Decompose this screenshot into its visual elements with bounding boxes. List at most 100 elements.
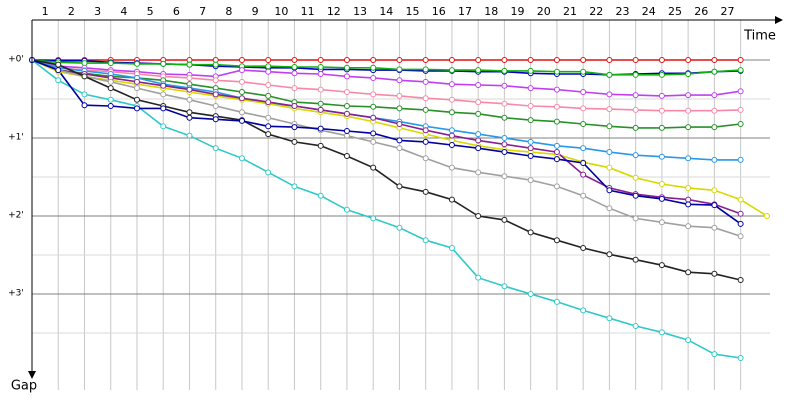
data-point [212, 77, 219, 84]
data-point [133, 85, 140, 92]
data-point [160, 60, 167, 67]
data-point [606, 123, 613, 130]
data-point [606, 251, 613, 258]
data-point [711, 270, 718, 277]
data-point [81, 91, 88, 98]
data-point [81, 102, 88, 109]
data-point [737, 67, 744, 74]
data-point [501, 216, 508, 223]
data-point [265, 63, 272, 70]
x-tick-label: 16 [432, 5, 446, 18]
series-line [31, 59, 741, 97]
data-point [186, 61, 193, 68]
data-point [553, 68, 560, 75]
data-point [370, 138, 377, 145]
data-point [658, 153, 665, 160]
data-point [737, 233, 744, 240]
y-tick-label: +3' [8, 289, 24, 299]
data-point [658, 92, 665, 99]
data-point [737, 57, 744, 63]
data-point [160, 105, 167, 112]
series-line [31, 59, 741, 76]
data-point [475, 169, 482, 176]
data-point [396, 224, 403, 231]
data-point [370, 74, 377, 81]
data-point [632, 323, 639, 330]
series-line [31, 59, 741, 238]
data-point [317, 57, 324, 63]
data-point [475, 131, 482, 138]
data-point [580, 88, 587, 95]
data-point [370, 91, 377, 98]
data-point [632, 71, 639, 78]
data-point [527, 117, 534, 124]
data-point [291, 103, 298, 110]
data-point [107, 60, 114, 67]
data-point [317, 71, 324, 78]
data-point [658, 71, 665, 78]
x-tick-label: 17 [458, 5, 472, 18]
data-point [160, 82, 167, 89]
data-point [737, 106, 744, 113]
data-point [212, 145, 219, 152]
data-point [632, 215, 639, 222]
data-point [685, 201, 692, 208]
series-line [31, 59, 741, 281]
data-point [501, 57, 508, 63]
data-point [553, 298, 560, 305]
x-tick-label: 26 [694, 5, 708, 18]
data-point [580, 171, 587, 178]
data-point [343, 88, 350, 95]
data-point [238, 78, 245, 85]
data-point [501, 283, 508, 290]
data-point [580, 105, 587, 112]
data-point [475, 274, 482, 281]
data-point [133, 78, 140, 85]
data-point [370, 164, 377, 171]
data-point [580, 192, 587, 199]
data-point [527, 145, 534, 152]
data-point [527, 67, 534, 74]
data-point [422, 188, 429, 195]
data-point [370, 215, 377, 222]
x-tick-label: 15 [406, 5, 420, 18]
data-point [317, 100, 324, 107]
data-point [317, 64, 324, 71]
data-point [580, 120, 587, 127]
series-line [31, 59, 741, 161]
data-point [501, 82, 508, 89]
data-point [606, 164, 613, 171]
data-point [396, 77, 403, 84]
data-point [606, 71, 613, 78]
data-point [448, 81, 455, 88]
data-point [632, 124, 639, 131]
data-point [238, 95, 245, 102]
data-point [55, 77, 62, 84]
data-point [711, 224, 718, 231]
data-point [553, 118, 560, 125]
data-point [370, 57, 377, 63]
data-point [685, 155, 692, 162]
data-point [685, 269, 692, 276]
data-point [527, 152, 534, 159]
data-point [265, 169, 272, 176]
data-point [527, 57, 534, 63]
data-point [685, 337, 692, 344]
data-point [265, 131, 272, 138]
data-point [685, 57, 692, 63]
data-point [580, 245, 587, 252]
data-point [160, 123, 167, 130]
plot [29, 57, 770, 362]
data-point [448, 96, 455, 103]
data-point [55, 61, 62, 68]
data-point [632, 92, 639, 99]
data-point [632, 174, 639, 181]
data-point [291, 64, 298, 71]
data-point [448, 109, 455, 116]
data-point [475, 67, 482, 74]
data-point [396, 145, 403, 152]
data-point [448, 132, 455, 139]
data-point [737, 210, 744, 217]
data-point [448, 245, 455, 252]
